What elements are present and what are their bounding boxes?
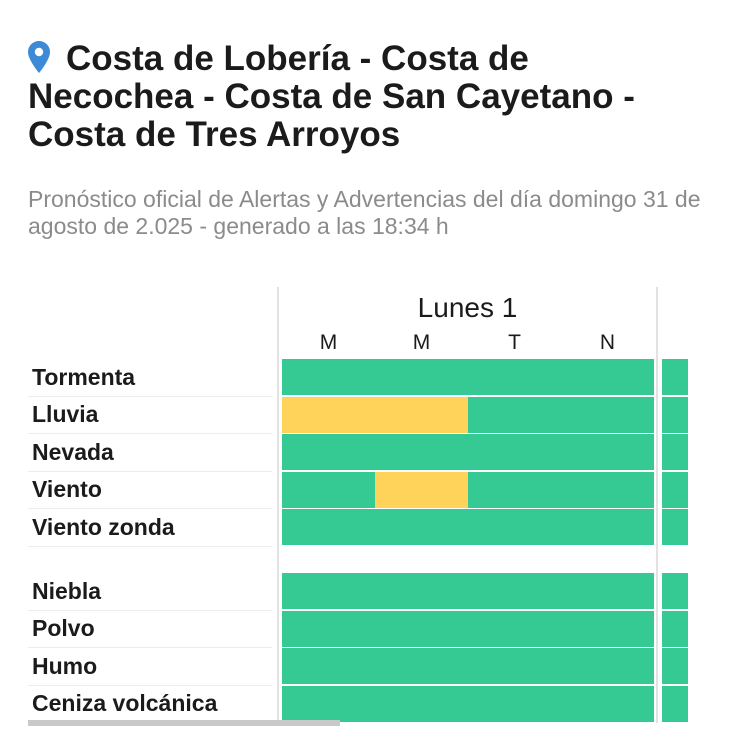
alert-cell-green[interactable] — [282, 359, 375, 395]
alert-cell-green[interactable] — [561, 396, 654, 433]
next-day-cell-green[interactable] — [662, 434, 688, 470]
alert-cell-green[interactable] — [561, 359, 654, 395]
alert-cell-green[interactable] — [375, 685, 468, 722]
alert-cell-green[interactable] — [468, 359, 561, 395]
next-day-cell-green[interactable] — [662, 396, 688, 433]
row-label-group2-1: Niebla — [32, 577, 102, 604]
period-header-4: N — [599, 331, 616, 354]
alert-cell-green[interactable] — [561, 573, 654, 609]
alert-cell-green[interactable] — [468, 396, 561, 433]
alert-cell-green[interactable] — [468, 471, 561, 508]
alert-cell-green[interactable] — [468, 434, 561, 470]
alert-cell-green[interactable] — [561, 648, 654, 684]
next-day-cell-green[interactable] — [662, 648, 688, 684]
alert-cell-green[interactable] — [468, 648, 561, 684]
alert-cell-green[interactable] — [561, 685, 654, 722]
alert-cell-green[interactable] — [468, 610, 561, 647]
alert-cell-green[interactable] — [282, 573, 375, 609]
alert-cell-green[interactable] — [561, 610, 654, 647]
row-separator — [28, 470, 272, 472]
alert-cell-green[interactable] — [468, 573, 561, 609]
alert-cell-green[interactable] — [282, 509, 375, 545]
row-separator — [28, 647, 272, 648]
table-divider-right — [656, 287, 658, 723]
row-label-group2-4: Ceniza volcánica — [32, 690, 218, 716]
alert-cell-green[interactable] — [282, 610, 375, 647]
row-separator — [28, 545, 272, 547]
next-day-cell-green[interactable] — [662, 685, 688, 722]
forecast-subtitle: Pronóstico oficial de Alertas y Adverten… — [28, 186, 701, 239]
row-label-group1-2: Lluvia — [32, 401, 99, 427]
alert-cell-green[interactable] — [375, 359, 468, 395]
alert-cell-green[interactable] — [375, 610, 468, 647]
alert-cell-green[interactable] — [561, 509, 654, 545]
alert-cell-green[interactable] — [468, 685, 561, 722]
period-header-2: M — [412, 331, 431, 354]
row-label-group1-5: Viento zonda — [32, 513, 175, 540]
horizontal-scrollbar[interactable] — [28, 720, 340, 726]
alert-cell-green[interactable] — [282, 471, 375, 508]
row-separator — [28, 433, 272, 434]
map-pin-icon — [28, 41, 50, 73]
next-day-cell-green[interactable] — [662, 359, 688, 395]
row-separator — [28, 395, 272, 397]
row-label-group1-1: Tormenta — [32, 363, 136, 390]
period-header-1: M — [319, 331, 338, 354]
row-label-group1-4: Viento — [32, 476, 102, 502]
next-day-cell-green[interactable] — [662, 610, 688, 647]
alert-cell-green[interactable] — [375, 434, 468, 470]
alert-cell-green[interactable] — [561, 471, 654, 508]
alert-cell-yellow[interactable] — [375, 396, 468, 433]
alert-cell-green[interactable] — [561, 434, 654, 470]
row-label-group2-2: Polvo — [32, 615, 95, 641]
header: Costa de Lobería - Costa de Necochea - C… — [28, 40, 698, 154]
table-divider-left — [277, 287, 279, 723]
next-day-cell-green[interactable] — [662, 471, 688, 508]
alert-cell-yellow[interactable] — [282, 396, 375, 433]
alert-cell-green[interactable] — [282, 685, 375, 722]
location-title: Costa de Lobería - Costa de Necochea - C… — [28, 40, 698, 154]
next-day-cell-green[interactable] — [662, 509, 688, 545]
period-header-3: T — [508, 331, 521, 354]
row-separator — [28, 609, 272, 611]
row-separator — [28, 684, 272, 686]
row-separator — [28, 508, 272, 509]
row-label-group1-3: Nevada — [32, 438, 114, 465]
alert-cell-green[interactable] — [282, 648, 375, 684]
alert-cell-green[interactable] — [282, 434, 375, 470]
alert-cell-green[interactable] — [375, 509, 468, 545]
day-header: Lunes 1 — [417, 292, 518, 323]
next-day-cell-green[interactable] — [662, 573, 688, 609]
alert-cell-yellow[interactable] — [375, 471, 468, 508]
row-label-group2-3: Humo — [32, 652, 98, 679]
location-title-text: Costa de Lobería - Costa de Necochea - C… — [28, 39, 635, 154]
alert-cell-green[interactable] — [375, 648, 468, 684]
alert-cell-green[interactable] — [468, 509, 561, 545]
alert-cell-green[interactable] — [375, 573, 468, 609]
